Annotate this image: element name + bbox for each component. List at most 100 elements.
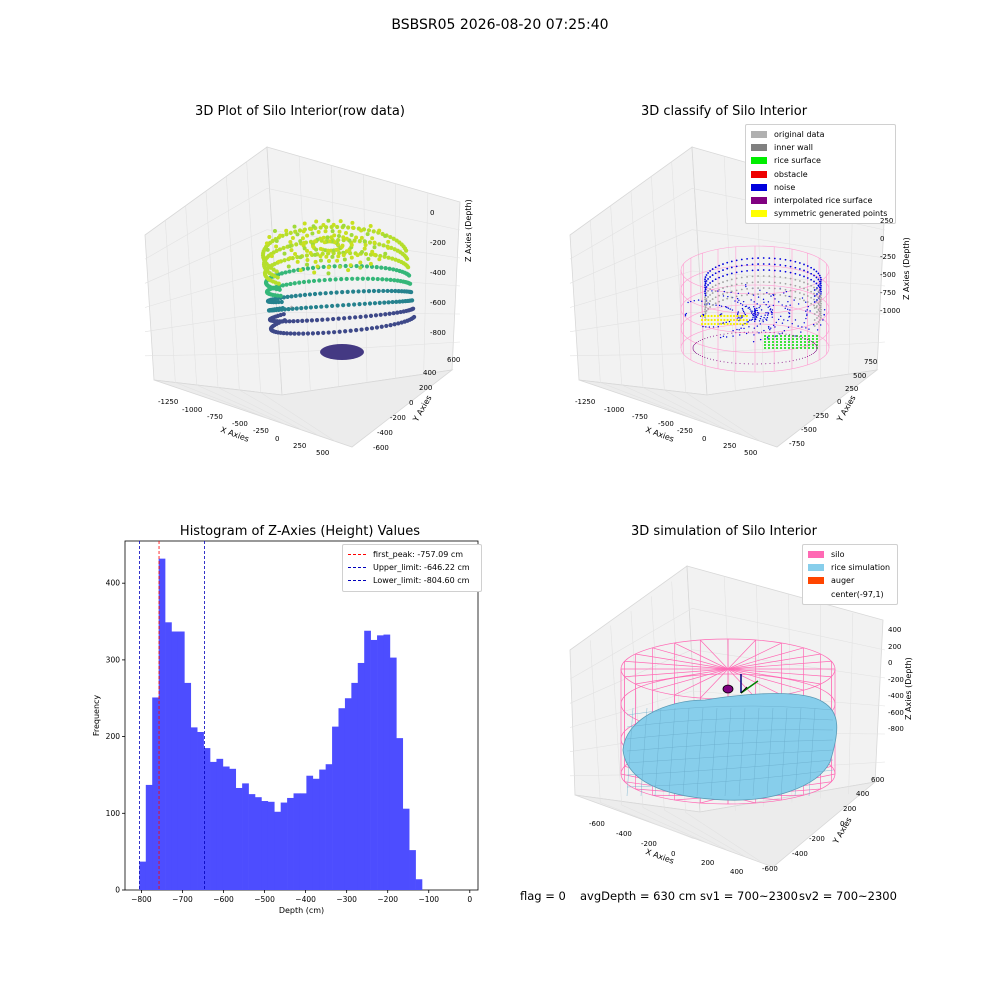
legend-entry-rice-simulation: rice simulation [808,561,892,574]
histogram-bar [248,794,256,890]
classify-legend: original data inner wall rice surface ob… [745,124,896,225]
legend-swatch [808,551,824,559]
legend-entry-inner-wall: inner wall [751,141,890,154]
histogram-bar [357,662,365,890]
legend-entry-auger: auger [808,574,892,587]
status-flag: flag = 0 [520,889,566,903]
legend-swatch [751,183,767,191]
histogram-bar [402,808,410,890]
x-tick-label: −400 [295,895,316,904]
classify-xticks: -1250 -1000 -750 -500 -250 0 250 500 [575,398,758,457]
histogram-bar [171,631,179,890]
raw-plot-title: 3D Plot of Silo Interior(row data) [195,104,405,119]
histogram-bar [319,769,326,890]
histogram-bar [306,775,314,890]
y-tick-label: 300 [106,655,121,664]
histogram-bar [152,697,159,890]
legend-swatch [751,131,767,139]
classify-zlabel: Z Axies (Depth) [902,237,911,300]
histogram-bar [274,811,281,890]
x-tick-label: −300 [336,895,357,904]
legend-entry-symmetric: symmetric generated points [751,207,890,220]
raw-axes-box [144,146,461,448]
status-sv2: sv2 = 700~2300 [799,889,897,903]
histogram-bar [344,698,352,890]
histogram-bar [158,558,166,890]
legend-entry-original: original data [751,128,890,141]
legend-entry-noise: noise [751,181,890,194]
histogram-bar [332,726,339,890]
legend-swatch [808,564,824,572]
raw-xticks: -1250 -1000 -750 -500 -250 0 250 500 [158,398,330,457]
legend-entry-rice-surface: rice surface [751,154,890,167]
histogram-reference-lines [139,541,205,890]
histogram-bar [293,793,301,890]
auger-marker [722,674,759,694]
classify-zticks: 250 0 -250 -500 -750 -1000 [880,217,901,315]
legend-entry-interpolated: interpolated rice surface [751,194,890,207]
histogram-bar [197,731,204,890]
x-tick-label: −600 [213,895,234,904]
legend-swatch [751,144,767,152]
histogram-bar [287,797,294,890]
histogram-bar [325,764,333,890]
simulation-legend: silo rice simulation auger center(-97,1) [802,544,898,605]
histogram-bar [299,793,307,890]
y-tick-label: 200 [106,732,121,741]
simulation-zticks: 400 200 0 -200 -400 -600 -800 [888,626,904,733]
histogram-bar [389,657,397,890]
status-avg-depth: avgDepth = 630 cm [580,889,697,903]
legend-swatch [751,210,767,218]
histogram-bar [409,850,416,890]
histogram-bar [229,768,237,890]
histogram-ylabel: Frequency [92,695,101,737]
y-tick-label: 400 [106,579,121,588]
legend-entry-obstacle: obstacle [751,168,890,181]
classify-yticks: -750 -500 -250 0 250 500 750 [789,358,878,448]
x-tick-label: 0 [467,895,472,904]
legend-entry-silo: silo [808,548,892,561]
x-tick-label: −200 [377,895,398,904]
histogram-yticks: 0 100 200 300 400 [106,579,125,895]
x-tick-label: −100 [418,895,439,904]
histogram-bar [267,801,275,890]
histogram-bar [396,738,404,890]
legend-swatch [751,170,767,178]
histogram-bar [177,631,185,890]
classify-silo-wireframe [680,245,830,373]
simulation-yticks: -600 -400 -200 0 200 400 600 [762,776,885,873]
rice-simulation-surface [622,693,838,801]
histogram-bar [364,630,371,890]
legend-swatch [808,577,824,585]
histogram-title: Histogram of Z-Axies (Height) Values [179,524,421,539]
histogram-xticks: −800 −700 −600 −500 −400 −300 −200 −100 0 [131,890,472,904]
histogram-bar [203,748,211,890]
raw-point-cloud [260,218,417,360]
histogram-bar [139,861,147,890]
status-sv1: sv1 = 700~2300 [700,889,798,903]
simulation-plot-title: 3D simulation of Silo Interior [631,524,817,539]
histogram-bar [280,802,288,890]
simulation-3d-plot[interactable] [555,550,935,890]
histogram-chart[interactable]: −800 −700 −600 −500 −400 −300 −200 −100 0 0 100 20… [85,535,490,920]
histogram-bar [145,784,153,890]
legend-line [348,567,366,569]
histogram-bar [351,682,359,890]
histogram-bar [377,635,384,890]
legend-entry-upper-limit: Upper_limit: -646.22 cm [348,561,476,574]
x-tick-label: −800 [131,895,152,904]
x-tick-label: −700 [172,895,193,904]
legend-entry-first-peak: first_peak: -757.09 cm [348,548,476,561]
raw-yticks: -600 -400 -200 0 200 400 600 [373,356,461,452]
classify-point-cloud [684,257,826,365]
legend-swatch [751,197,767,205]
histogram-bar [242,783,249,890]
x-tick-label: −500 [254,895,275,904]
raw-3d-plot[interactable]: * [130,130,510,470]
histogram-bar [165,622,172,890]
histogram-bar [216,758,224,890]
histogram-xlabel: Depth (cm) [279,906,324,915]
histogram-bar [383,634,391,890]
histogram-bar [254,797,262,890]
y-tick-label: 0 [115,886,120,895]
